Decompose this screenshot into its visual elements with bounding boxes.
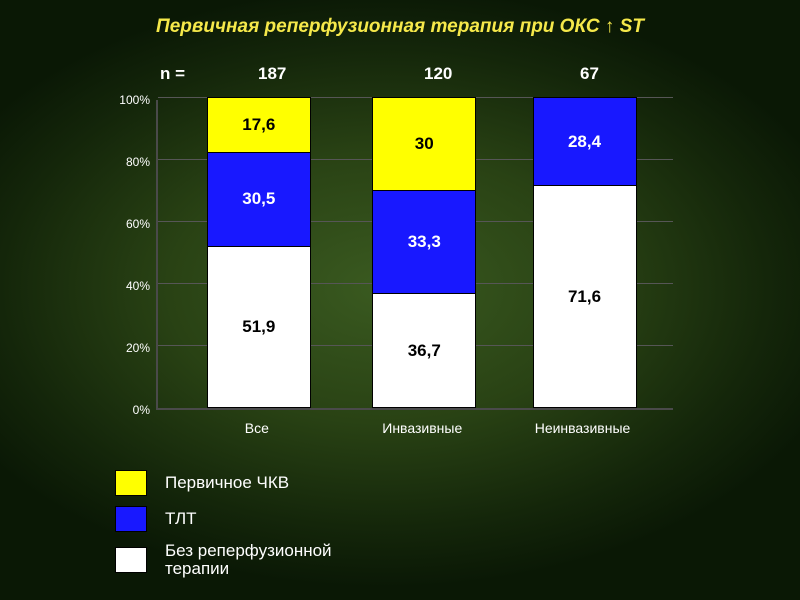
x-tick-label: Все (182, 420, 332, 436)
y-tick-label: 60% (100, 217, 150, 231)
x-tick-label: Неинвазивные (508, 420, 658, 436)
plot-area: 51,930,517,6 36,733,330 71,628,4 (156, 100, 673, 410)
bar-group: 51,930,517,6 (207, 97, 311, 408)
legend-swatch (115, 547, 147, 573)
legend-swatch (115, 506, 147, 532)
legend-item-pci: Первичное ЧКВ (115, 470, 332, 496)
bar-segment-pci: 30 (372, 98, 476, 191)
slide-title: Первичная реперфузионная терапия при ОКС… (0, 16, 800, 38)
y-tick-label: 100% (100, 93, 150, 107)
bar-segment-tlt: 30,5 (207, 153, 311, 248)
bar-segment-no_reperfusion: 36,7 (372, 294, 476, 408)
y-tick-label: 80% (100, 155, 150, 169)
bar-segment-no_reperfusion: 51,9 (207, 247, 311, 408)
legend-swatch (115, 470, 147, 496)
bar-segment-tlt: 28,4 (533, 98, 637, 186)
legend-label: Первичное ЧКВ (165, 474, 289, 492)
y-tick-label: 40% (100, 279, 150, 293)
legend-item-tlt: ТЛТ (115, 506, 332, 532)
x-tick-label: Инвазивные (347, 420, 497, 436)
bar-segment-no_reperfusion: 71,6 (533, 186, 637, 408)
bar-segment-tlt: 33,3 (372, 191, 476, 294)
n-value: 187 (258, 64, 286, 84)
y-tick-label: 0% (100, 403, 150, 417)
slide: Первичная реперфузионная терапия при ОКС… (0, 0, 800, 600)
y-tick-label: 20% (100, 341, 150, 355)
n-label: n = (160, 64, 185, 84)
legend-label: ТЛТ (165, 510, 197, 528)
n-value: 67 (580, 64, 599, 84)
legend: Первичное ЧКВ ТЛТ Без реперфузионнойтерапи… (115, 470, 332, 588)
bar-group: 36,733,330 (372, 97, 476, 408)
legend-label: Без реперфузионнойтерапии (165, 542, 332, 578)
bar-group: 71,628,4 (533, 97, 637, 408)
legend-item-no_reperfusion: Без реперфузионнойтерапии (115, 542, 332, 578)
n-value: 120 (424, 64, 452, 84)
stacked-bar-chart: 51,930,517,6 36,733,330 71,628,4 0% 20% 40% 6… (100, 100, 673, 440)
bar-segment-pci: 17,6 (207, 98, 311, 153)
